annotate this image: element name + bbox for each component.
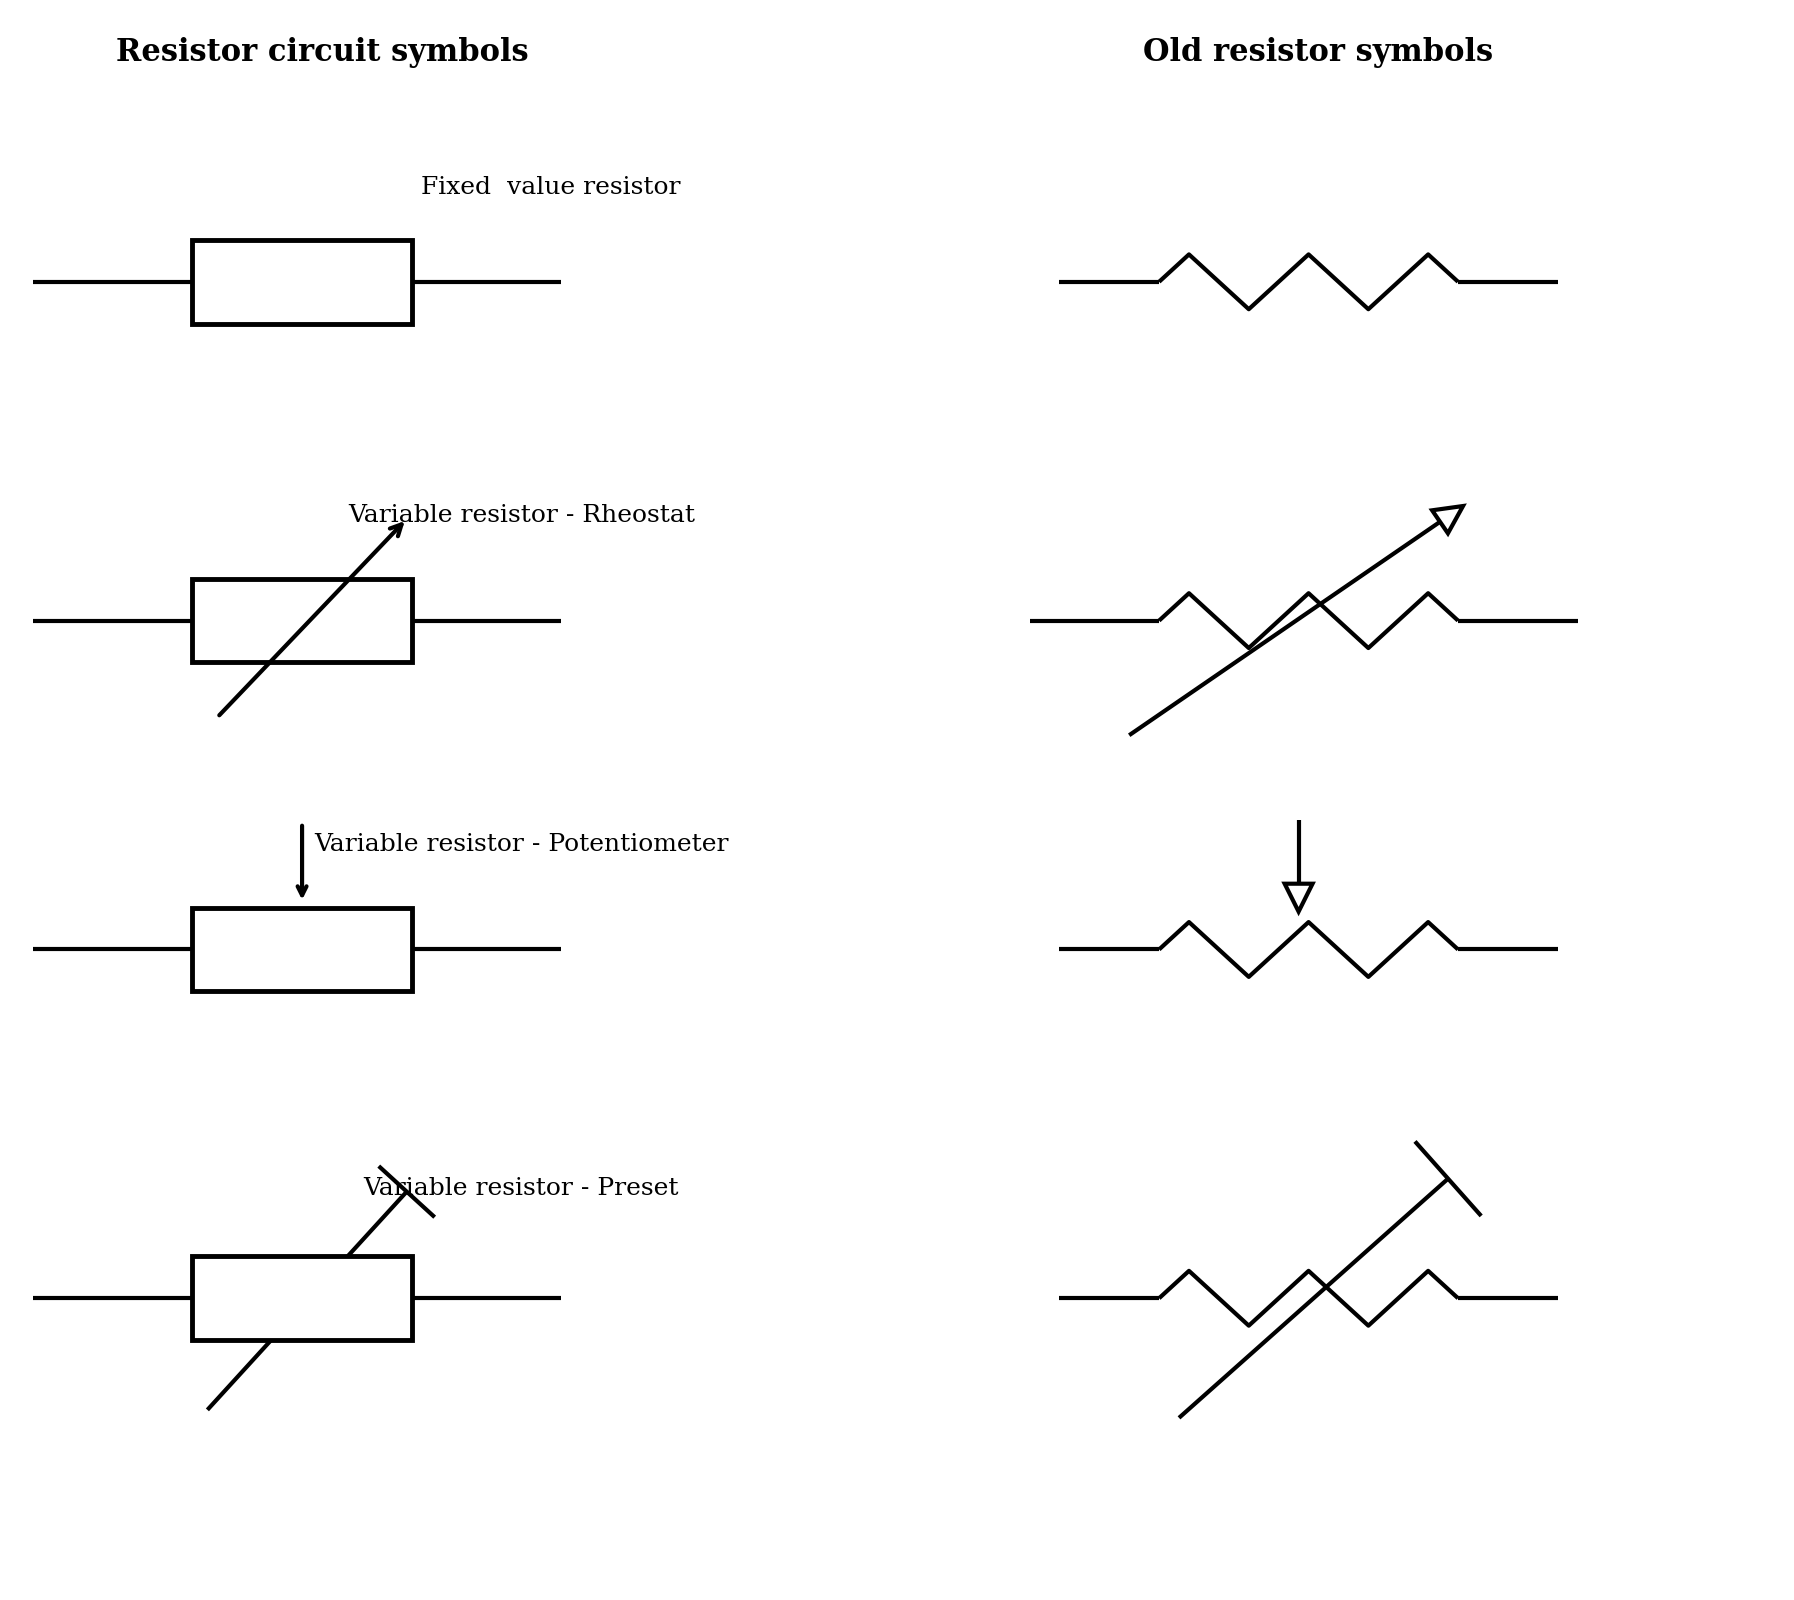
Text: Fixed  value resistor: Fixed value resistor	[422, 176, 682, 198]
Bar	[192, 240, 411, 323]
Text: Old resistor symbols: Old resistor symbols	[1143, 37, 1494, 69]
Text: Variable resistor - Potentiometer: Variable resistor - Potentiometer	[314, 834, 728, 856]
Bar	[192, 579, 411, 662]
Bar	[192, 1256, 411, 1341]
Polygon shape	[1285, 883, 1313, 912]
Text: Resistor circuit symbols: Resistor circuit symbols	[115, 37, 527, 69]
Text: Variable resistor - Preset: Variable resistor - Preset	[364, 1178, 680, 1200]
Text: Variable resistor - Rheostat: Variable resistor - Rheostat	[348, 504, 694, 528]
Bar	[192, 907, 411, 992]
Polygon shape	[1432, 506, 1464, 533]
